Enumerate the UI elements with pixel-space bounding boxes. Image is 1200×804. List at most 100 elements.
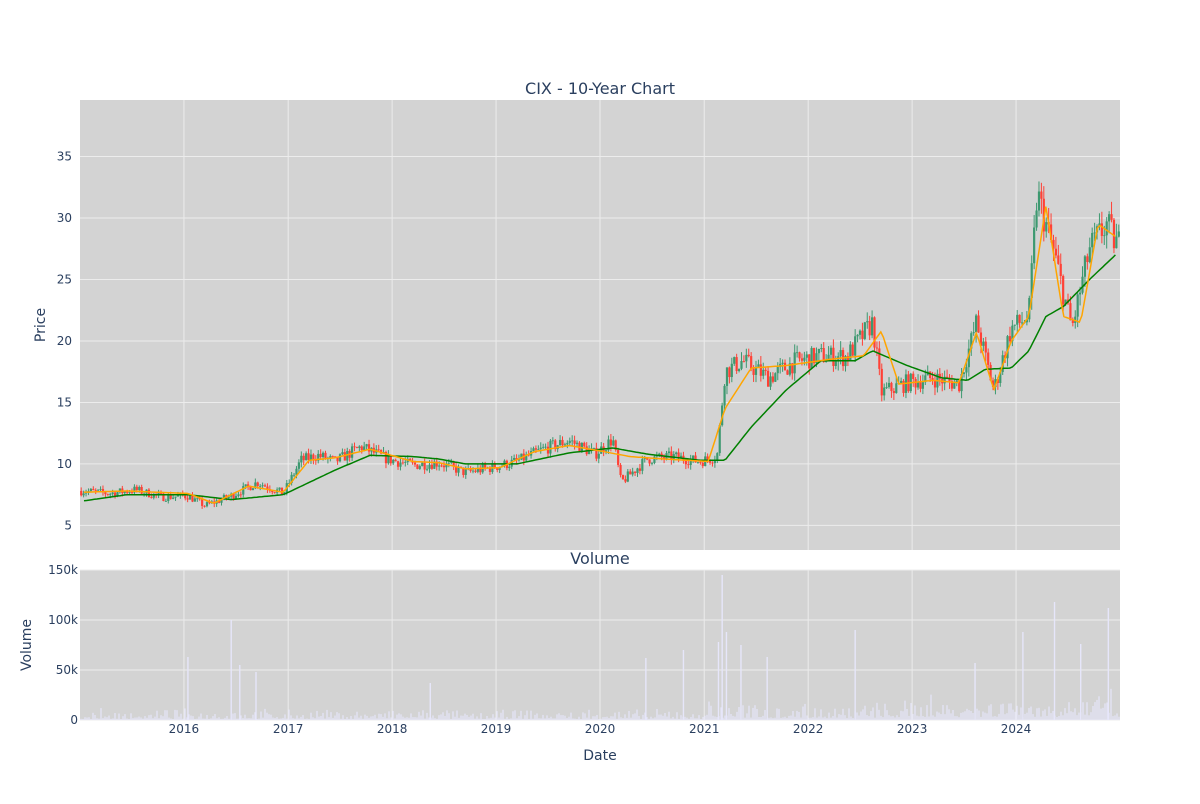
candle-body bbox=[902, 380, 905, 393]
volume-bar bbox=[964, 711, 966, 720]
candle-body bbox=[728, 367, 731, 378]
candle-body bbox=[752, 368, 755, 375]
candle-body bbox=[839, 350, 842, 357]
candle-body bbox=[873, 317, 876, 348]
candle-body bbox=[612, 440, 615, 446]
candle-body bbox=[880, 368, 883, 396]
candle-body bbox=[367, 444, 371, 452]
candle-body bbox=[118, 488, 122, 493]
candle-body bbox=[706, 456, 709, 460]
candle-body bbox=[1110, 214, 1113, 220]
volume-bar bbox=[298, 718, 300, 720]
volume-bar bbox=[486, 716, 488, 720]
candle-body bbox=[350, 446, 354, 458]
candle-body bbox=[561, 439, 564, 446]
volume-bar bbox=[752, 707, 754, 720]
candle-body bbox=[713, 460, 716, 464]
volume-bar bbox=[712, 715, 714, 720]
candle-body bbox=[227, 496, 230, 499]
volume-bar bbox=[1042, 710, 1044, 720]
volume-bar bbox=[828, 712, 830, 720]
candle-body bbox=[341, 452, 344, 455]
volume-bar bbox=[760, 717, 762, 720]
volume-bar bbox=[112, 718, 114, 720]
candle-body bbox=[900, 380, 903, 383]
candle-body bbox=[938, 373, 941, 379]
candle-body bbox=[256, 482, 259, 486]
volume-bar bbox=[672, 716, 674, 720]
volume-bar bbox=[642, 714, 644, 720]
volume-bar bbox=[522, 718, 524, 720]
candle-body bbox=[764, 369, 767, 371]
volume-bar bbox=[418, 711, 420, 720]
volume-bar bbox=[1096, 699, 1098, 720]
volume-bar bbox=[296, 715, 298, 720]
price-y-tick-label: 20 bbox=[57, 334, 72, 348]
volume-bar bbox=[852, 718, 854, 720]
candle-body bbox=[735, 357, 738, 372]
volume-bar bbox=[666, 716, 668, 720]
price-y-tick-label: 15 bbox=[57, 395, 72, 409]
candle-body bbox=[955, 380, 958, 383]
candle-body bbox=[111, 492, 114, 494]
volume-bar bbox=[614, 712, 616, 720]
candle-body bbox=[94, 490, 97, 491]
candle-body bbox=[885, 387, 888, 388]
volume-bar bbox=[218, 717, 220, 720]
candle-body bbox=[1052, 239, 1055, 249]
volume-bar bbox=[908, 715, 910, 720]
volume-bar bbox=[352, 718, 354, 720]
volume-bar bbox=[1000, 704, 1002, 720]
volume-spike-bar bbox=[255, 672, 257, 720]
candle-body bbox=[631, 471, 634, 475]
volume-bar bbox=[616, 718, 618, 720]
volume-bar bbox=[742, 705, 744, 720]
candle-body bbox=[123, 491, 126, 493]
volume-bar bbox=[866, 715, 868, 720]
volume-bar bbox=[346, 717, 348, 720]
volume-bar bbox=[1072, 712, 1074, 720]
volume-bar bbox=[772, 718, 774, 720]
volume-bar bbox=[484, 718, 486, 720]
volume-bar bbox=[1088, 715, 1090, 720]
candle-body bbox=[655, 455, 658, 457]
volume-spike-bar bbox=[187, 657, 189, 720]
volume-bar bbox=[1094, 702, 1096, 720]
volume-bar bbox=[490, 717, 492, 720]
volume-bar bbox=[158, 718, 160, 720]
volume-bar bbox=[288, 709, 290, 720]
volume-bar bbox=[328, 717, 330, 720]
candle-body bbox=[1049, 224, 1053, 240]
volume-bar bbox=[358, 717, 360, 720]
candle-body bbox=[534, 448, 538, 450]
volume-y-ticks: 0 50k 100k 150k bbox=[48, 563, 78, 727]
volume-bar bbox=[518, 716, 520, 720]
volume-y-tick-label: 0 bbox=[70, 713, 78, 727]
volume-bar bbox=[306, 718, 308, 720]
volume-bar bbox=[410, 713, 412, 720]
volume-bar bbox=[996, 716, 998, 720]
candle-body bbox=[757, 364, 760, 367]
volume-bar bbox=[958, 717, 960, 720]
x-axis-label: Date bbox=[583, 748, 616, 764]
volume-bar bbox=[984, 712, 986, 720]
volume-bar bbox=[160, 715, 162, 720]
volume-bar bbox=[680, 715, 682, 720]
volume-bar bbox=[408, 717, 410, 720]
volume-bar bbox=[318, 716, 320, 720]
candle-body bbox=[972, 332, 975, 334]
volume-bar bbox=[1052, 711, 1054, 720]
candle-body bbox=[425, 468, 429, 470]
candle-body bbox=[116, 492, 119, 497]
ma-short-line bbox=[83, 206, 1116, 504]
volume-bar bbox=[514, 710, 516, 720]
volume-bar bbox=[370, 716, 372, 720]
volume-spike-bar bbox=[682, 650, 685, 720]
candle-body bbox=[945, 376, 949, 378]
volume-bar bbox=[148, 715, 150, 720]
volume-bar bbox=[972, 712, 974, 720]
candle-body bbox=[687, 464, 690, 466]
volume-bar bbox=[244, 714, 246, 720]
volume-bar bbox=[660, 714, 662, 720]
candle-body bbox=[965, 367, 968, 373]
